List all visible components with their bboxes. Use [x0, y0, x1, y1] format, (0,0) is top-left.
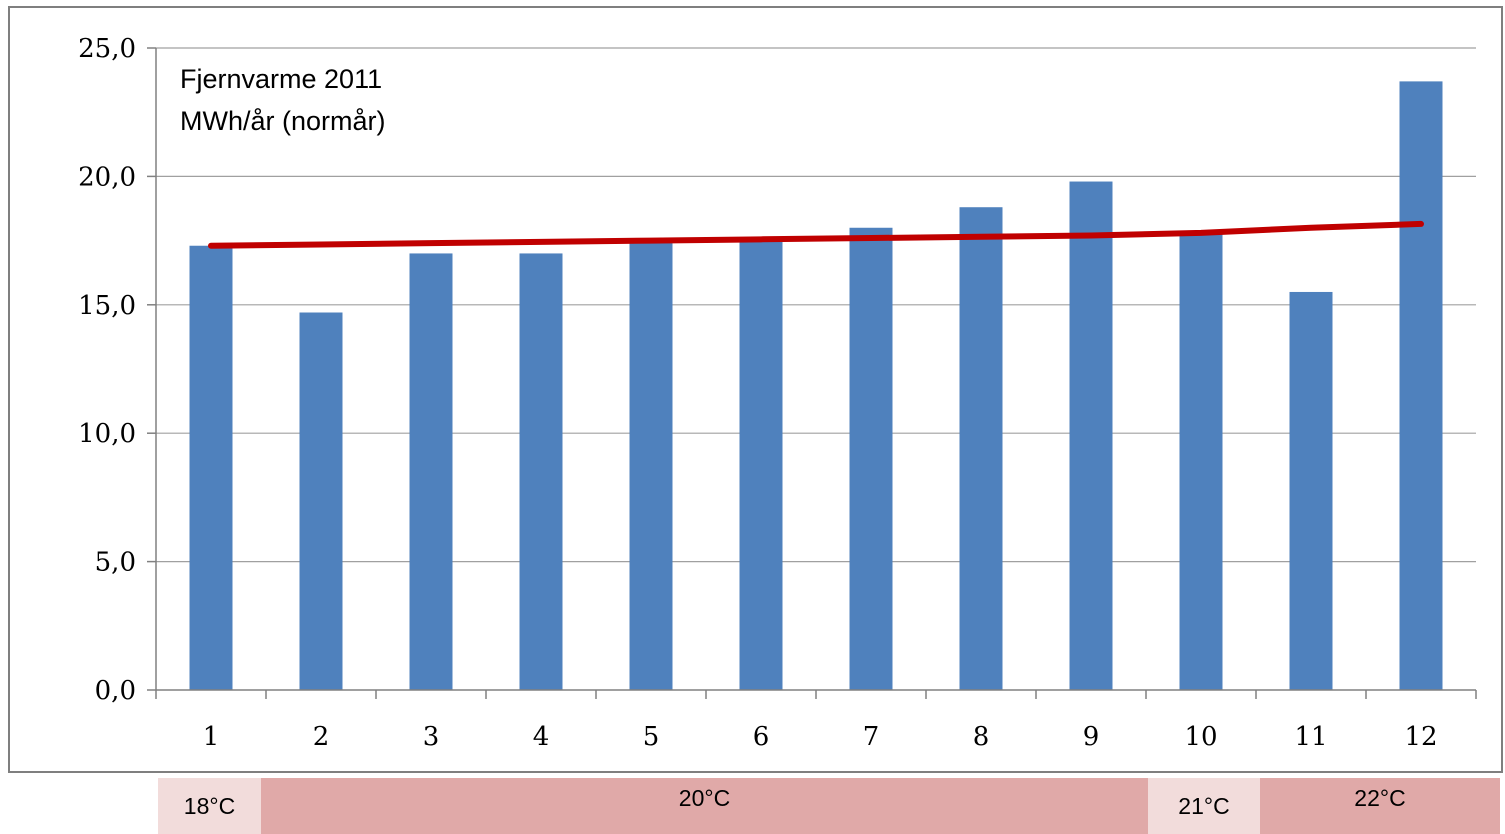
- y-tick-label: 10,0: [78, 419, 136, 449]
- y-tick-label: 0,0: [95, 676, 136, 706]
- grid-layer: [156, 47, 1476, 563]
- x-tick-label: 5: [643, 722, 660, 752]
- x-tick-label: 10: [1184, 722, 1217, 752]
- bar: [849, 227, 893, 690]
- bar: [409, 253, 453, 690]
- temp-band-label: 21°C: [1178, 792, 1230, 819]
- x-tick-label: 12: [1404, 722, 1437, 752]
- bar: [739, 240, 783, 690]
- bar: [959, 207, 1003, 690]
- temp-band-label: 18°C: [183, 792, 236, 819]
- x-tick-label: 1: [203, 722, 220, 752]
- chart-title-line-1: Fjernvarme 2011: [180, 64, 382, 94]
- temp-band-18: 18°C: [158, 778, 261, 834]
- x-tick-label: 2: [313, 722, 330, 752]
- x-tick-label: 7: [863, 722, 880, 752]
- x-tick-label: 6: [753, 722, 770, 752]
- y-tick-label: 20,0: [78, 162, 136, 192]
- x-tick-label: 9: [1083, 722, 1100, 752]
- temp-band-label: 20°C: [678, 784, 731, 811]
- trend-line: [208, 220, 1424, 249]
- x-tick-label: 4: [533, 722, 550, 752]
- temp-band-label: 22°C: [1354, 784, 1406, 811]
- x-tick-label: 11: [1294, 722, 1327, 752]
- x-tick-label: 3: [423, 722, 440, 752]
- y-tick-label: 25,0: [78, 34, 136, 64]
- trend-line-layer: [208, 220, 1424, 249]
- bar: [1179, 232, 1223, 690]
- chart-frame: 0,0 5,0 10,0 15,0 20,0 25,0 1 2 3 4 5 6 7 8 9 10 11 12 Fj…: [8, 6, 1503, 773]
- bar: [189, 245, 233, 690]
- bar-layer: [189, 81, 1443, 690]
- bar: [519, 253, 563, 690]
- bar: [629, 240, 673, 690]
- bar: [1069, 181, 1113, 690]
- temp-band-20: 20°C: [261, 778, 1148, 834]
- temp-band-22: 22°C: [1260, 778, 1500, 834]
- temp-band-21: 21°C: [1148, 778, 1260, 834]
- bar: [299, 312, 343, 690]
- bar-chart: 0,05,010,015,020,025,01 2 3 4 5 6 7 8 9 10 11 12 Fj…: [78, 34, 1477, 752]
- bar: [1289, 291, 1333, 690]
- chart-title-line-2: MWh/år (normår): [180, 106, 386, 136]
- x-tick-label: 8: [973, 722, 990, 752]
- axis-layer: 0,05,010,015,020,025,01 2 3 4 5 6 7 8 9 10 11 12: [78, 34, 1477, 752]
- y-tick-label: 5,0: [95, 548, 136, 578]
- bar: [1399, 81, 1443, 690]
- y-tick-label: 15,0: [78, 291, 136, 321]
